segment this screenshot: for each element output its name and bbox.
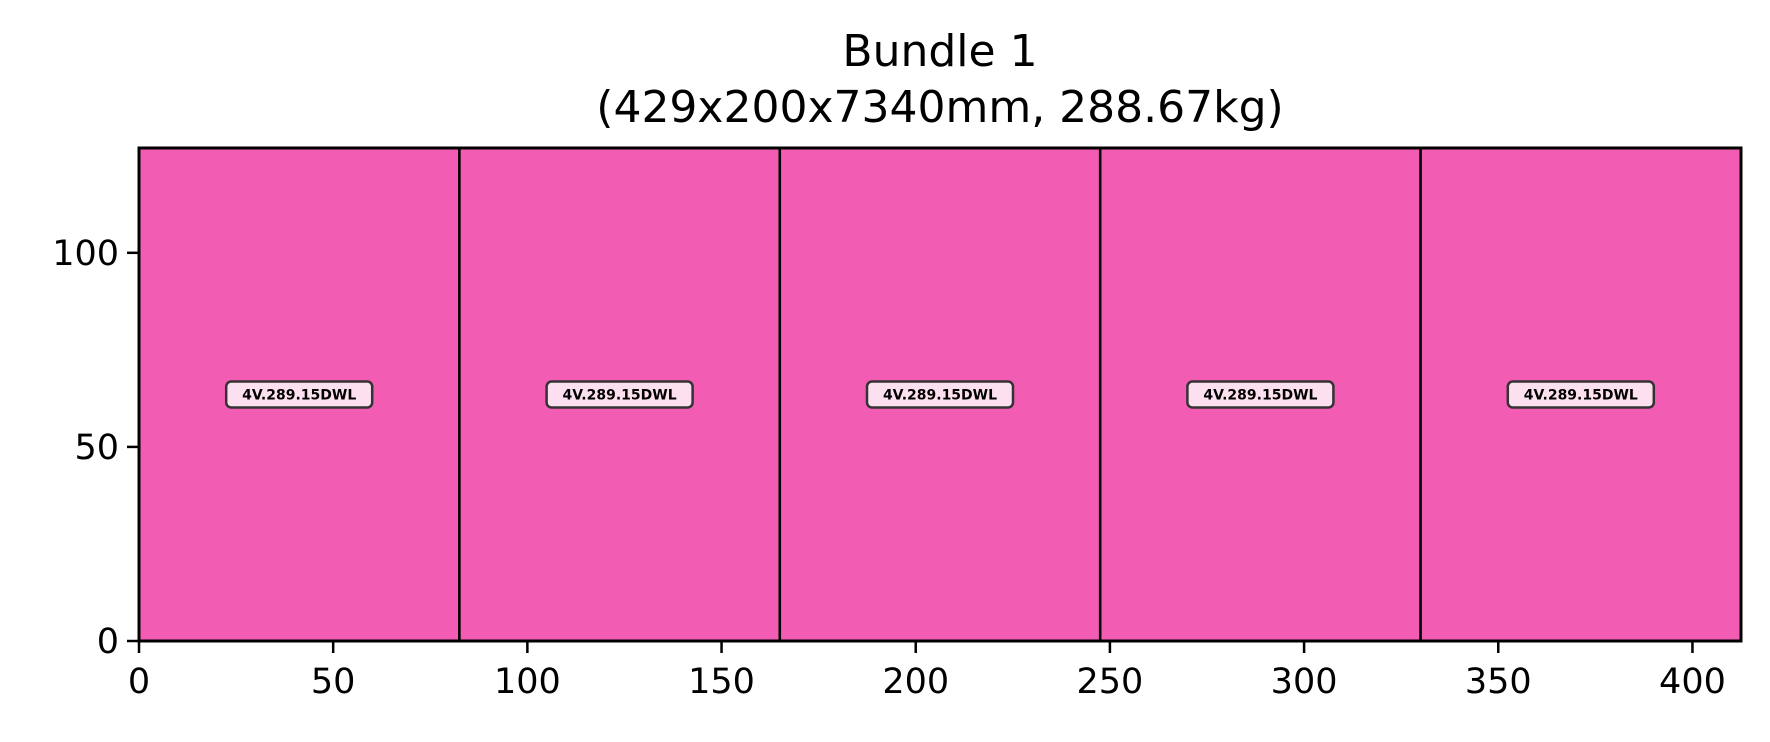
x-tick-label: 50 [311,662,356,702]
piece-2: 4V.289.15DWL [458,146,782,643]
piece-label: 4V.289.15DWL [1203,388,1317,404]
x-tick-label: 0 [128,662,150,702]
x-tick-label: 350 [1465,662,1532,702]
piece-label: 4V.289.15DWL [883,388,997,404]
x-tick-label: 400 [1659,662,1726,702]
piece-1: 4V.289.15DWL [137,146,461,643]
x-tick-label: 300 [1271,662,1338,702]
piece-label: 4V.289.15DWL [1524,388,1638,404]
plot-frame [137,146,1743,643]
x-tick-label: 100 [494,662,561,702]
piece-label: 4V.289.15DWL [242,388,356,404]
piece-5: 4V.289.15DWL [1419,146,1743,643]
piece-3: 4V.289.15DWL [778,146,1102,643]
y-tick-label: 100 [52,234,119,274]
chart-title-line-2: (429x200x7340mm, 288.67kg) [596,82,1283,133]
x-tick-label: 150 [688,662,755,702]
chart-title-line-1: Bundle 1 [842,26,1037,77]
pieces-layer: 4V.289.15DWL 4V.289.15DWL 4V.289.15DWL 4V.2… [137,146,1743,643]
axes-layer: 0 50 100 150 200 250 300 350 400 0 50 100 [52,234,1726,702]
piece-label-box [224,380,374,409]
y-tick-label: 50 [74,428,119,468]
y-tick-label: 0 [97,622,119,662]
x-tick-label: 200 [882,662,949,702]
piece-label-box [1506,380,1656,409]
piece-label-box [865,380,1015,409]
x-tick-label: 250 [1077,662,1144,702]
piece-label: 4V.289.15DWL [563,388,677,404]
piece-label-box [545,380,694,409]
piece-label-box [1186,380,1335,409]
piece-4: 4V.289.15DWL [1098,146,1422,643]
